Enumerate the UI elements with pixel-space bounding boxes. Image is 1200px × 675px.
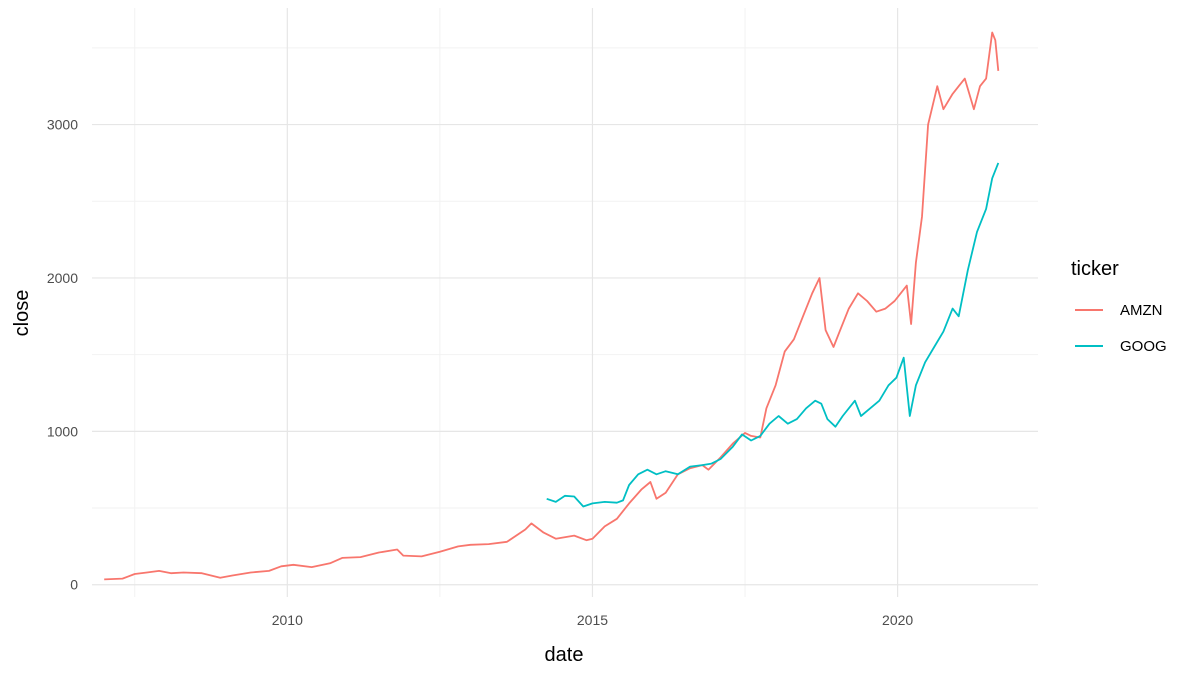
x-tick-label: 2010	[272, 612, 303, 628]
series-lines	[104, 31, 1000, 581]
x-tick-label: 2015	[577, 612, 608, 628]
legend-title: ticker	[1071, 258, 1119, 280]
grid	[92, 8, 1038, 597]
y-tick-label: 0	[70, 577, 78, 593]
y-tick-labels: 0 1000 2000 3000	[47, 117, 78, 593]
legend-label-amzn: AMZN	[1120, 302, 1163, 319]
legend: ticker AMZN GOOG	[1071, 258, 1167, 355]
y-tick-label: 3000	[47, 117, 78, 133]
x-axis-title: date	[545, 644, 584, 666]
x-tick-label: 2020	[882, 612, 913, 628]
series-line-goog	[546, 162, 1000, 508]
y-tick-label: 1000	[47, 423, 78, 439]
y-axis-title: close	[11, 290, 33, 337]
x-tick-labels: 2010 2015 2020	[272, 612, 914, 628]
series-line-amzn	[104, 31, 1000, 581]
y-tick-label: 2000	[47, 270, 78, 286]
legend-label-goog: GOOG	[1120, 338, 1167, 355]
